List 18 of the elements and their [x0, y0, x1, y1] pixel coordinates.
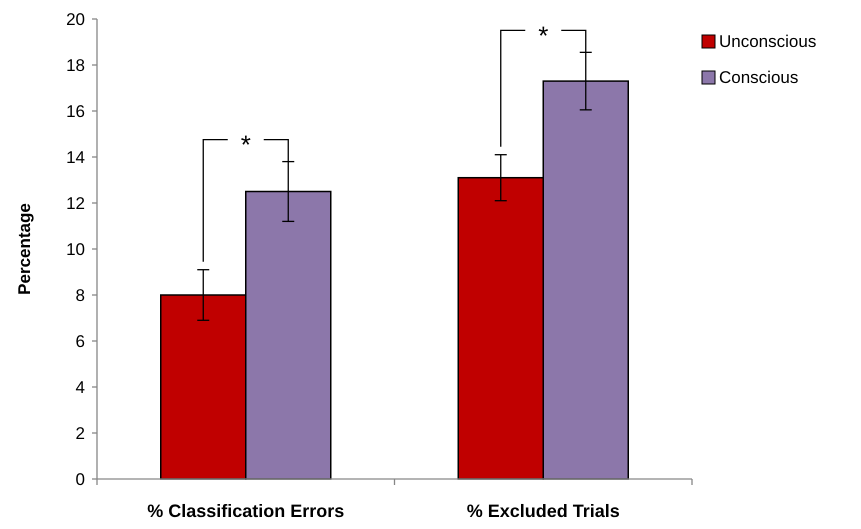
y-tick-label: 0: [76, 470, 85, 489]
annotation: *: [538, 20, 548, 50]
y-tick-label: 18: [66, 56, 85, 75]
x-tick-label: % Classification Errors: [147, 501, 344, 521]
y-tick-label: 20: [66, 10, 85, 29]
y-tick-label: 4: [76, 378, 85, 397]
legend-label: Conscious: [719, 68, 798, 87]
y-tick-label: 16: [66, 102, 85, 121]
y-axis-title: Percentage: [15, 203, 34, 295]
y-tick-label: 14: [66, 148, 85, 167]
x-tick-label: % Excluded Trials: [466, 501, 620, 521]
legend-label: Unconscious: [719, 32, 816, 51]
y-tick-label: 10: [66, 240, 85, 259]
y-tick-label: 2: [76, 424, 85, 443]
annotation: *: [240, 130, 251, 160]
y-tick-label: 8: [76, 286, 85, 305]
y-tick-label: 6: [76, 332, 85, 351]
y-tick-label: 12: [66, 194, 85, 213]
